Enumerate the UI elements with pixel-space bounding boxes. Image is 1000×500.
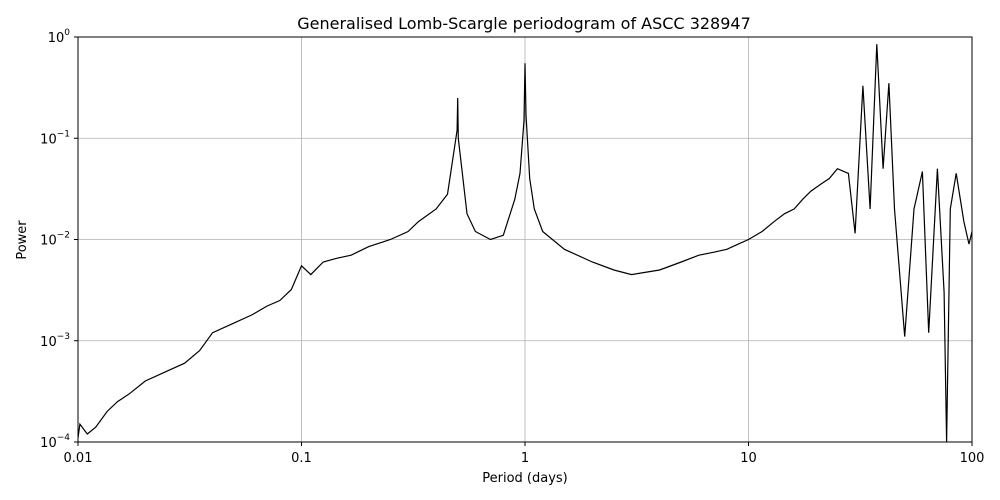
y-tick-base: 10 [40,335,57,350]
y-tick-label: 100 [48,28,71,46]
y-tick-exponent: −3 [57,332,70,342]
series-line [78,44,972,442]
x-tick-label: 100 [960,451,985,466]
y-tick-base: 10 [40,132,57,147]
grid-lines [77,36,973,443]
y-tick-exponent: −4 [57,433,71,443]
x-tick-label: 0.01 [64,451,93,466]
chart-title: Generalised Lomb-Scargle periodogram of … [297,14,751,33]
y-tick-base: 10 [48,31,65,46]
y-tick-label: 10−3 [40,332,70,350]
y-tick-exponent: 0 [64,28,70,38]
y-tick-exponent: −1 [57,129,70,139]
x-tick-label: 10 [740,451,757,466]
y-tick-base: 10 [40,436,57,451]
x-tick-label: 1 [521,451,529,466]
y-axis-label: Power [15,220,30,260]
x-axis-ticks: 0.01 0.1 1 10 100 [64,442,985,466]
data-series [78,44,972,442]
y-tick-exponent: −2 [57,231,70,241]
x-tick-label: 0.1 [291,451,312,466]
x-axis-label: Period (days) [482,471,568,486]
y-tick-label: 10−2 [40,231,70,249]
y-tick-label: 10−4 [40,433,70,451]
y-tick-label: 10−1 [40,129,70,147]
y-tick-base: 10 [40,234,57,249]
